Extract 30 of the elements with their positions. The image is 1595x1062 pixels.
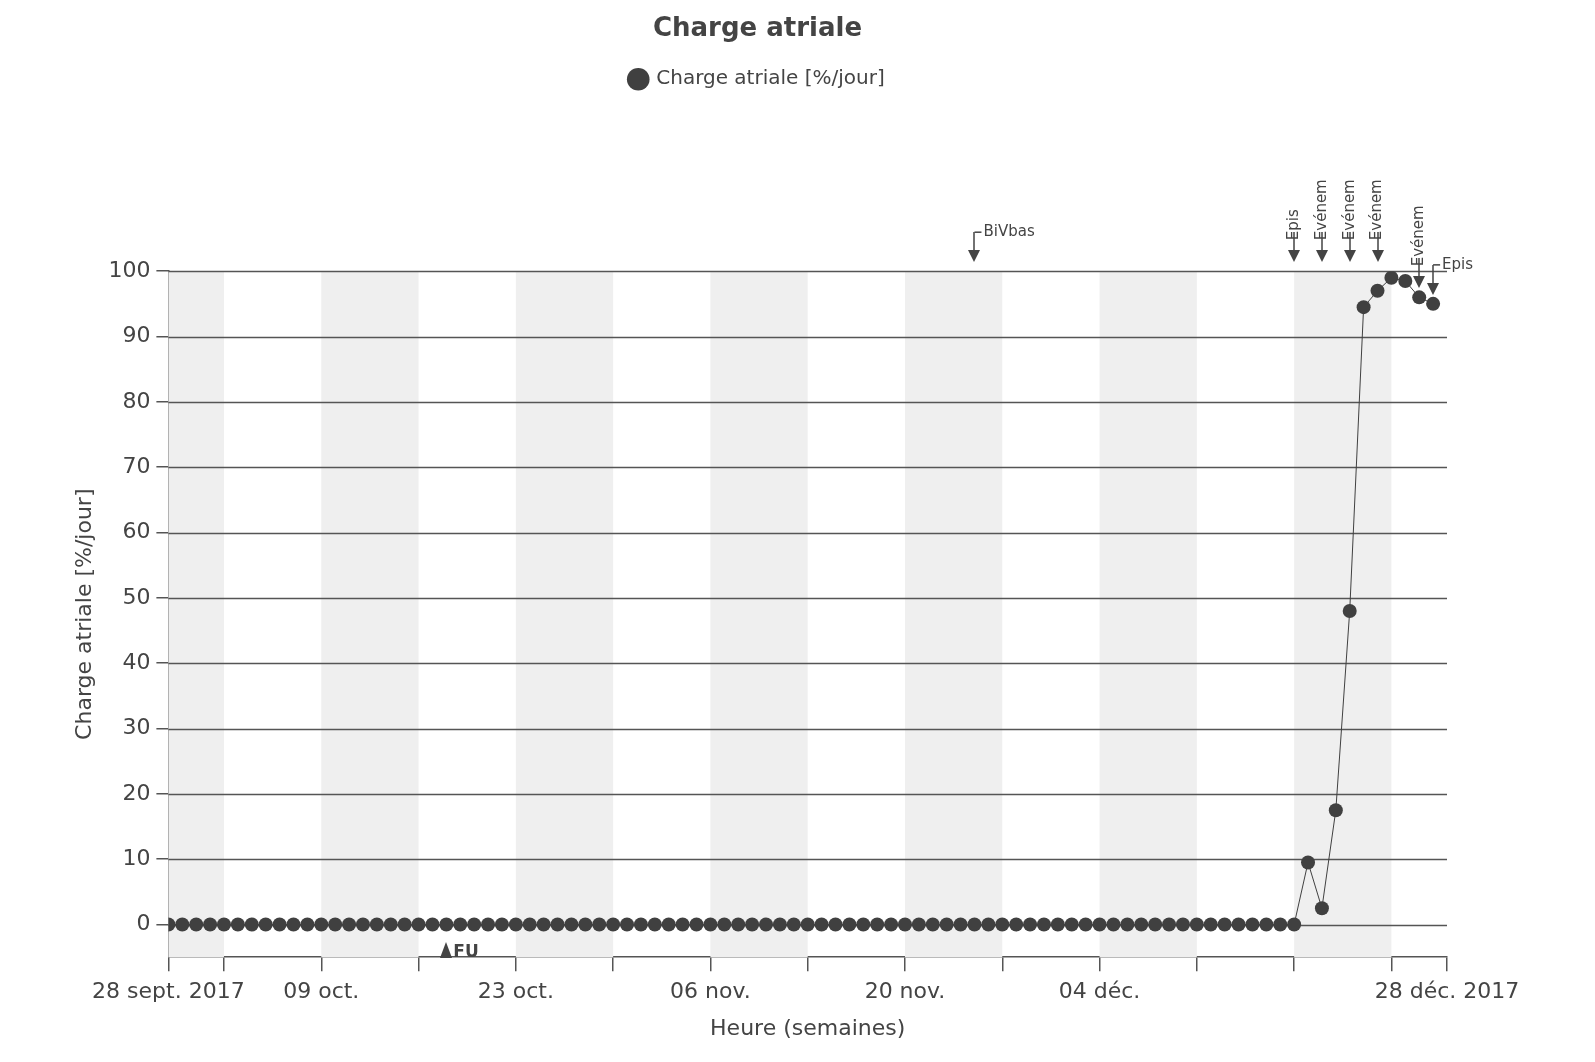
x-tick-label: 28 sept. 2017 — [92, 978, 245, 1004]
y-tick-label: 50 — [122, 583, 151, 609]
x-tick-label: 04 déc. — [1058, 978, 1141, 1004]
chart-title: Charge atriale — [652, 12, 863, 43]
x-tick-label: 23 oct. — [477, 978, 554, 1004]
y-tick-label: 20 — [122, 779, 151, 805]
y-tick-label: 10 — [122, 844, 151, 870]
annotation: Evénem — [1311, 179, 1330, 241]
x-tick-label: 20 nov. — [864, 978, 946, 1004]
annotation: Epis — [1284, 209, 1303, 241]
y-tick-label: 40 — [122, 648, 151, 674]
y-tick-label: 80 — [122, 387, 151, 413]
x-tick-label: 28 déc. 2017 — [1374, 978, 1520, 1004]
annotation: FU — [453, 940, 479, 961]
x-axis-title: Heure (semaines) — [710, 1014, 906, 1040]
annotation: Evénem — [1409, 205, 1428, 267]
y-tick-label: 60 — [122, 518, 151, 544]
x-tick-label: 09 oct. — [283, 978, 360, 1004]
y-tick-label: 90 — [122, 322, 151, 348]
annotation: BiVbas — [983, 222, 1035, 241]
annotation: Evénem — [1367, 179, 1386, 241]
x-tick-label: 06 nov. — [670, 978, 751, 1004]
annotation: Evénem — [1339, 179, 1358, 241]
y-tick-label: 30 — [122, 714, 151, 740]
y-tick-label: 0 — [136, 910, 151, 936]
annotation: Epis — [1442, 254, 1474, 273]
y-tick-label: 70 — [122, 452, 151, 478]
y-tick-label: 100 — [108, 256, 151, 282]
legend-label: Charge atriale [%/jour] — [656, 65, 885, 90]
y-axis-title: Charge atriale [%/jour] — [70, 488, 96, 740]
